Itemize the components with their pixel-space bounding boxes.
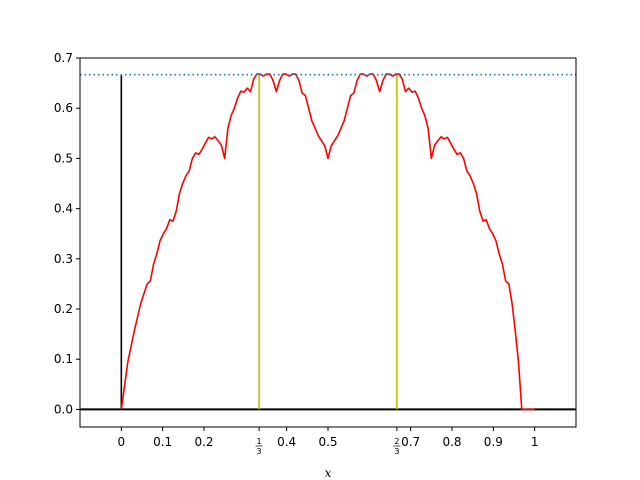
x-tick-label: 0: [118, 435, 126, 449]
x-tick-label: 0.8: [442, 435, 461, 449]
y-tick-label: 0.7: [54, 51, 73, 65]
x-tick-label: 1: [531, 435, 539, 449]
y-tick-label: 0.3: [54, 252, 73, 266]
x-tick-label: 0.1: [153, 435, 172, 449]
x-tick-label: 23: [393, 437, 401, 456]
y-tick-label: 0.5: [54, 151, 73, 165]
y-tick-label: 0.2: [54, 302, 73, 316]
red-series-line: [120, 73, 535, 411]
x-tick-fraction-denominator: 3: [257, 447, 262, 456]
x-tick-label: 0.9: [484, 435, 503, 449]
y-tick-label: 0.1: [54, 352, 73, 366]
x-tick-fraction-numerator: 1: [257, 437, 262, 446]
ticks: 0.00.10.20.30.40.50.60.70 0.1 0.2 130.4 0.5 2…: [54, 51, 539, 456]
x-axis-label: x: [325, 466, 332, 480]
x-tick-label: 0.4: [277, 435, 296, 449]
y-tick-label: 0.6: [54, 101, 73, 115]
x-tick-label: 0.2: [194, 435, 213, 449]
axes-frame: [79, 57, 577, 428]
y-tick-label: 0.4: [54, 202, 73, 216]
x-tick-fraction-numerator: 2: [394, 437, 399, 446]
y-tick-label: 0.0: [54, 402, 73, 416]
x-tick-label: 0.5: [318, 435, 337, 449]
x-tick-fraction-denominator: 3: [394, 447, 399, 456]
x-tick-label: 13: [255, 437, 263, 456]
plot-area: [80, 73, 576, 411]
x-tick-label: 0.7: [401, 435, 420, 449]
